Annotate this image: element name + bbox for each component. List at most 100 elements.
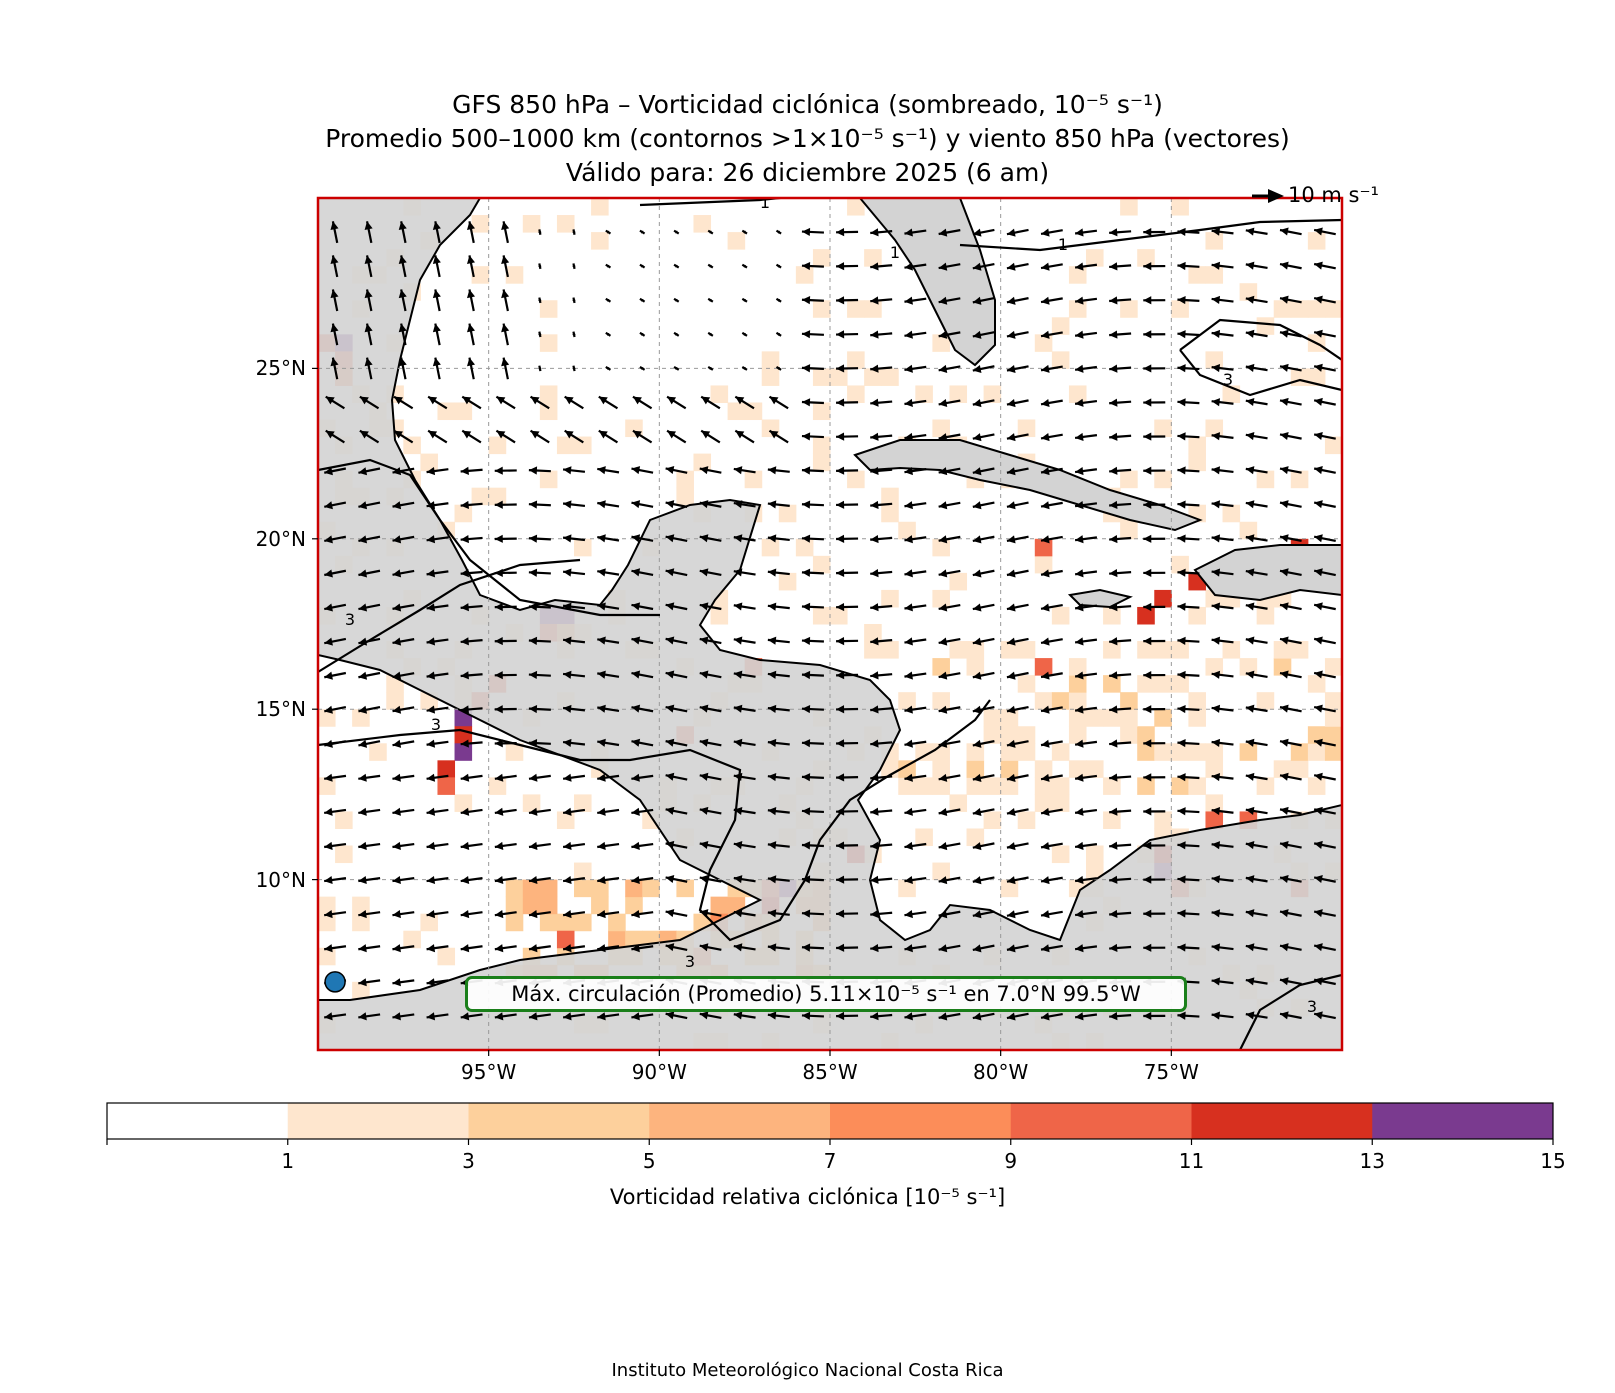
wind-vector-head	[605, 298, 610, 302]
wind-vector-head	[1143, 841, 1152, 850]
wind-vector-head	[392, 569, 402, 578]
wind-vector-head	[1075, 228, 1084, 237]
vorticity-cell	[1017, 675, 1036, 693]
wind-vector-head	[1177, 330, 1186, 339]
colorbar-segment	[1191, 1103, 1373, 1139]
wind-vector-head	[1075, 739, 1084, 748]
wind-vector-head	[1041, 433, 1050, 442]
vorticity-cell	[915, 743, 933, 761]
wind-vector-head	[1143, 568, 1152, 577]
wind-vector-head	[1041, 944, 1050, 953]
vorticity-cell	[761, 538, 780, 557]
wind-vector-head	[972, 296, 982, 305]
wind-vector-head	[699, 466, 709, 475]
wind-vector-head	[699, 943, 709, 952]
colorbar-segment	[107, 1103, 289, 1139]
vorticity-cell	[505, 896, 524, 915]
vorticity-cell	[1051, 777, 1070, 795]
wind-vector-head	[563, 1012, 572, 1021]
wind-vector-head	[767, 909, 777, 918]
wind-vector-head	[938, 1012, 948, 1021]
wind-vector-head	[605, 230, 610, 234]
wind-vector-head	[1279, 363, 1289, 372]
wind-vector-head	[597, 910, 606, 919]
wind-vector-head	[563, 500, 572, 509]
wind-vector-head	[1314, 227, 1323, 236]
vorticity-cell	[932, 419, 950, 438]
wind-vector-head	[1006, 637, 1016, 646]
wind-vector-head	[631, 944, 640, 953]
colorbar	[106, 1102, 1554, 1145]
vorticity-cell	[556, 811, 575, 829]
vorticity-cell	[881, 368, 899, 386]
wind-vector-head	[1075, 432, 1084, 441]
vorticity-cell	[454, 794, 473, 812]
wind-vector-head	[665, 704, 675, 713]
wind-vector-head	[767, 875, 777, 884]
wind-vector-head	[938, 671, 948, 680]
wind-vector-head	[1279, 943, 1289, 952]
wind-vector-head	[733, 1011, 743, 1020]
vorticity-cell	[847, 300, 865, 318]
vorticity-cell	[1171, 555, 1189, 574]
land-florida	[858, 198, 996, 367]
vorticity-cell	[1086, 760, 1104, 778]
wind-vector-head	[699, 840, 709, 849]
vorticity-cell	[1051, 317, 1070, 335]
vorticity-cell	[881, 589, 899, 608]
colorbar-segment	[830, 1103, 1012, 1139]
wind-vector-head	[563, 704, 572, 713]
wind-vector-head	[494, 671, 503, 680]
wind-vector-head	[870, 875, 879, 884]
contour-3-bahamas	[1179, 318, 1342, 397]
vorticity-cell	[812, 436, 831, 455]
wind-vector-head	[801, 534, 811, 543]
wind-vector-head	[665, 602, 675, 611]
wind-vector-head	[742, 298, 746, 302]
vorticity-cell	[1290, 760, 1309, 778]
wind-vector-head	[364, 221, 373, 230]
wind-vector-head	[358, 501, 368, 510]
wind-vector-head	[1314, 500, 1323, 509]
wind-vector-head	[392, 1012, 401, 1021]
wind-vector-head	[597, 534, 606, 543]
wind-vector-head	[836, 739, 845, 748]
vorticity-cell	[1307, 300, 1326, 318]
wind-vector-head	[776, 366, 781, 371]
wind-vector-head	[538, 331, 542, 336]
vorticity-cell	[1171, 198, 1189, 216]
vorticity-cell	[1154, 641, 1172, 659]
vorticity-cell	[574, 879, 592, 898]
vorticity-cell	[1137, 641, 1155, 659]
wind-vector-head	[1211, 875, 1221, 884]
wind-vector-head	[597, 500, 606, 509]
vorticity-cell	[1103, 811, 1121, 829]
wind-vector-head	[1279, 909, 1289, 918]
wind-vector-head	[836, 330, 845, 339]
vorticity-cell	[932, 777, 950, 795]
wind-vector-head	[870, 603, 879, 612]
vorticity-cell	[1273, 300, 1292, 318]
wind-vector-head	[972, 433, 982, 442]
wind-vector-head	[742, 230, 746, 234]
wind-vector-head	[1177, 364, 1186, 373]
wind-vector-head	[938, 876, 948, 885]
wind-vector-head	[801, 398, 811, 407]
wind-vector-head	[870, 909, 879, 919]
wind-vector-head	[460, 637, 469, 646]
wind-vector-head	[358, 944, 367, 953]
wind-vector-head	[938, 535, 948, 544]
vorticity-cell	[676, 487, 694, 506]
vorticity-cell	[471, 266, 490, 284]
wind-vector-head	[801, 943, 811, 952]
vorticity-cell	[1324, 743, 1342, 761]
vorticity-cell	[1324, 658, 1342, 676]
wind-vector-head	[1109, 432, 1118, 441]
wind-vector-head	[631, 910, 640, 919]
wind-vector-head	[1109, 364, 1118, 373]
wind-vector-head	[501, 221, 510, 230]
vorticity-cell	[881, 504, 899, 523]
wind-vector-head	[665, 875, 675, 884]
wind-vector-head	[972, 842, 982, 851]
vorticity-cell	[1307, 368, 1326, 386]
